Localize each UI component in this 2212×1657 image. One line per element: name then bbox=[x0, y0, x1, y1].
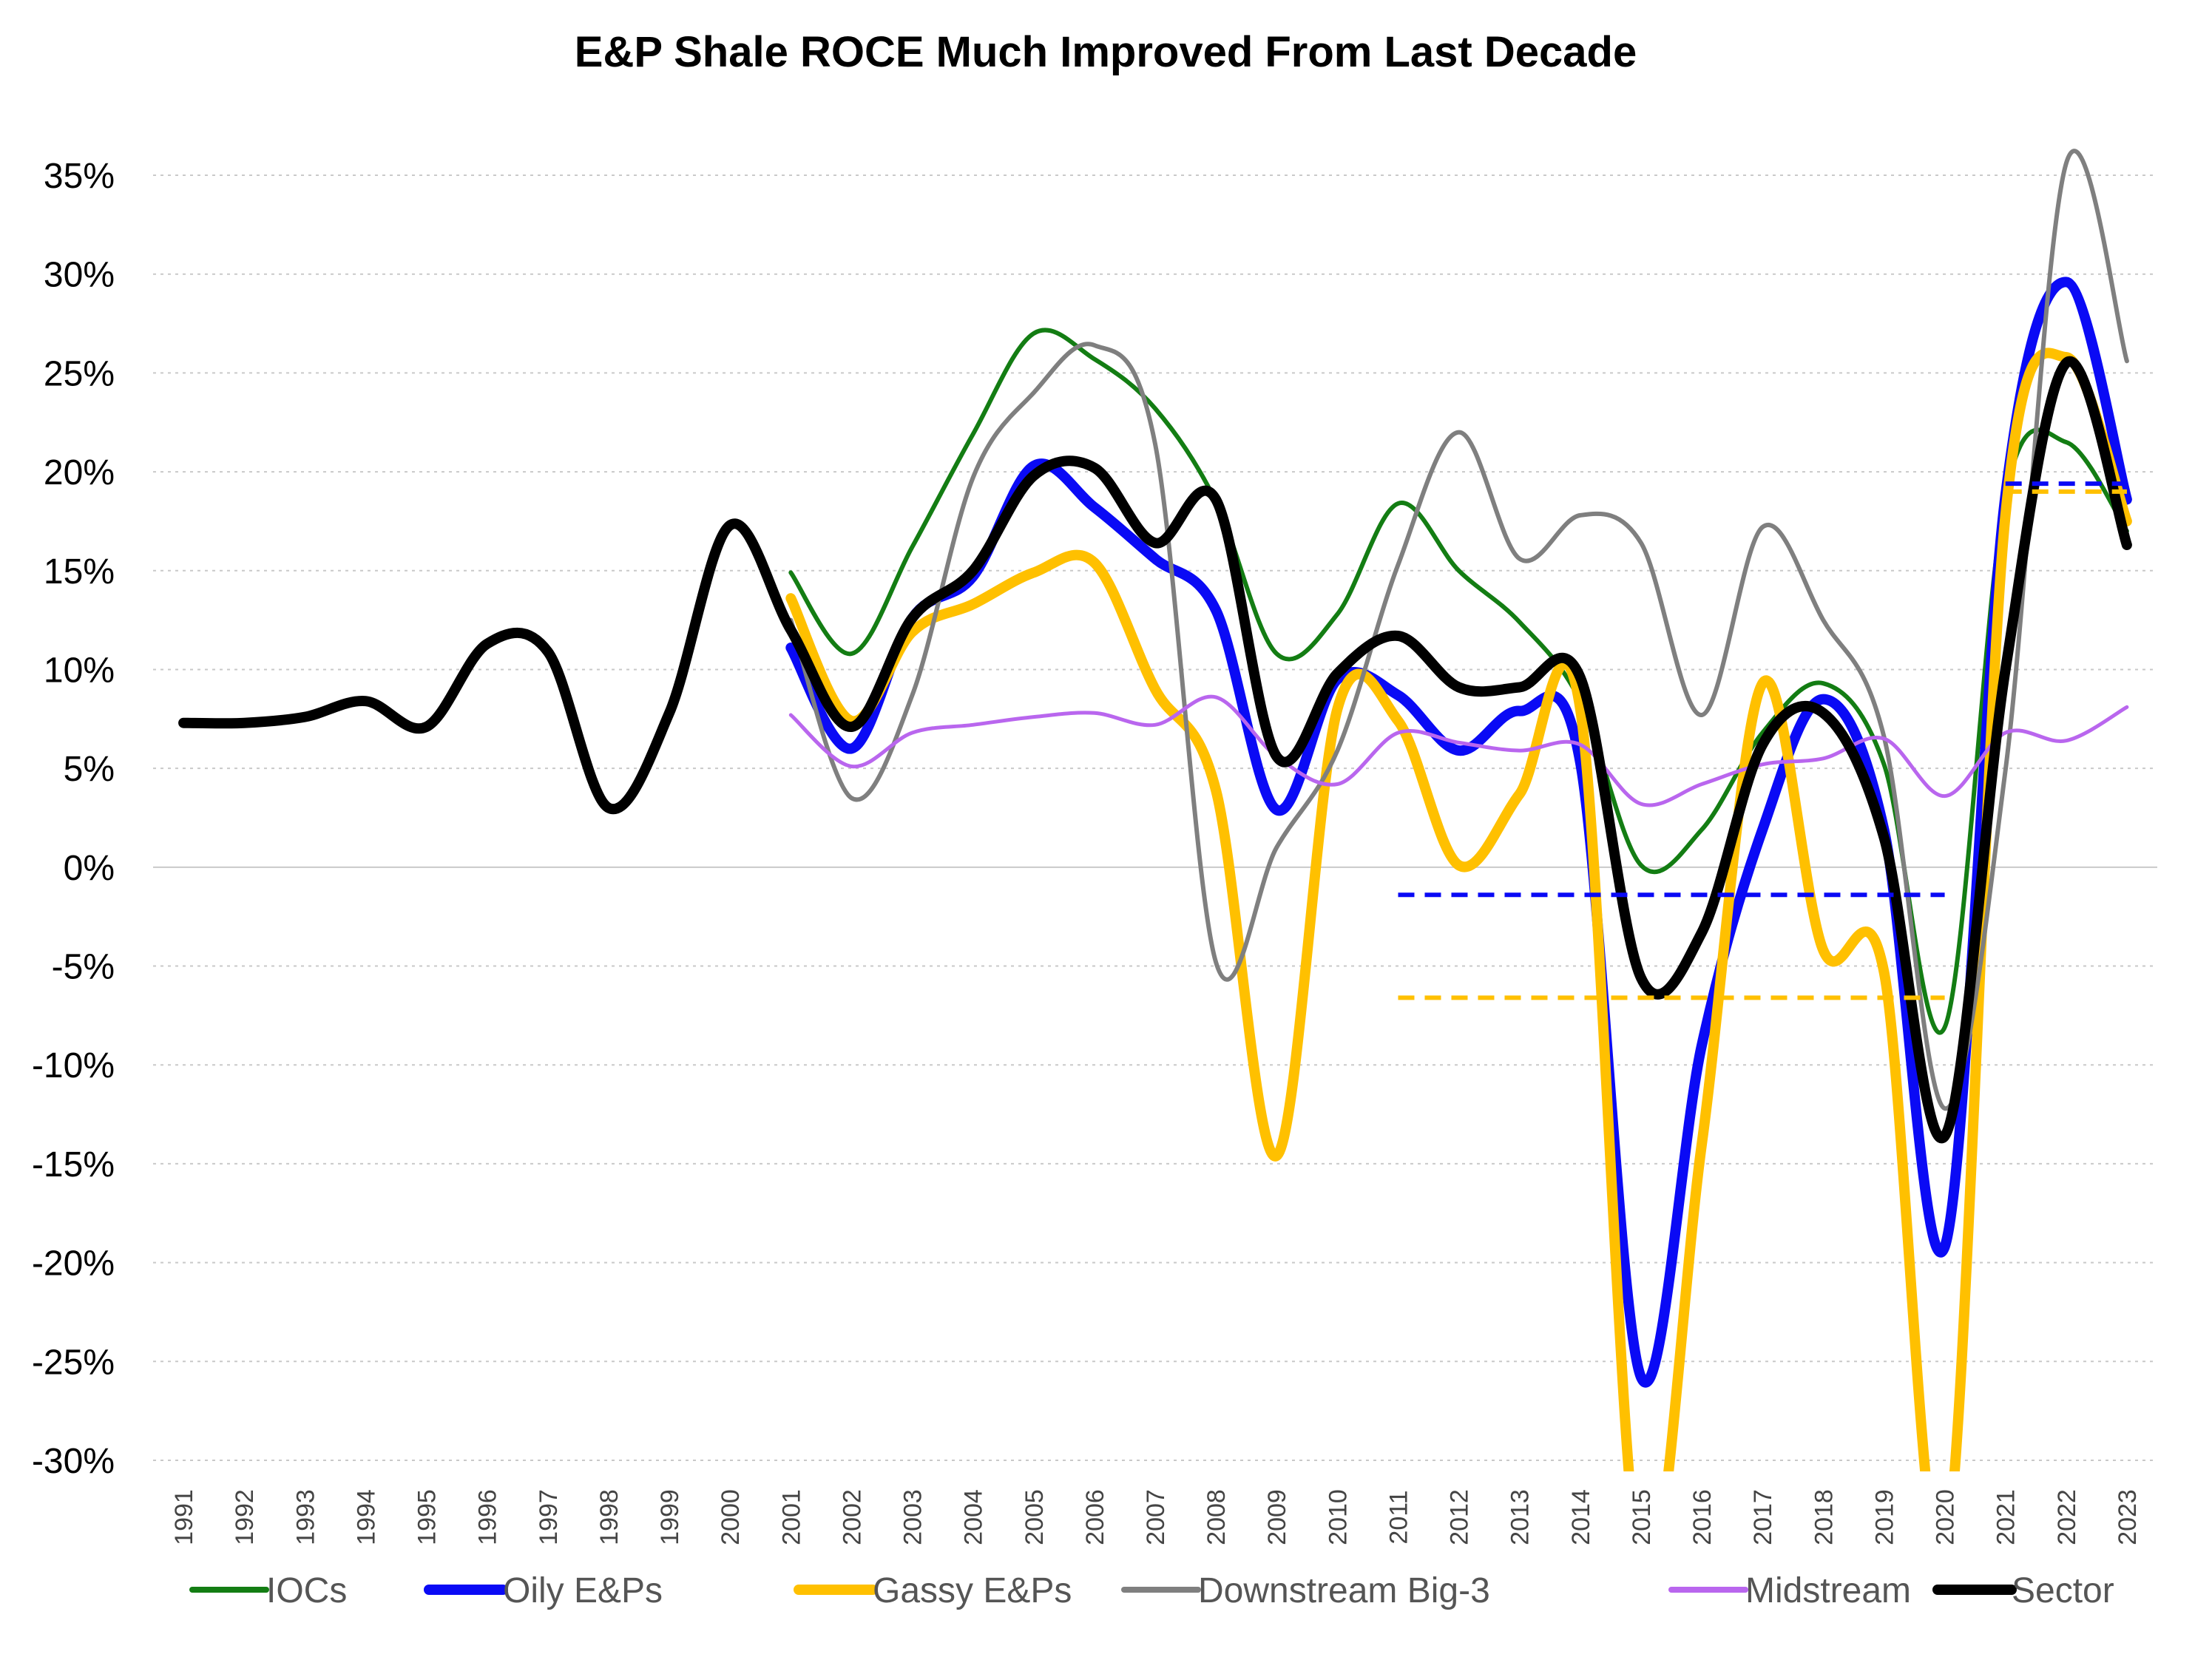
y-tick-label: 0% bbox=[64, 849, 115, 888]
y-tick-label: 30% bbox=[44, 256, 115, 295]
x-tick-label: 1998 bbox=[595, 1489, 623, 1545]
y-tick-label: -20% bbox=[32, 1244, 115, 1284]
x-tick-label: 1993 bbox=[291, 1489, 319, 1545]
x-tick-label: 1997 bbox=[535, 1489, 563, 1545]
x-tick-label: 2011 bbox=[1384, 1490, 1413, 1544]
y-tick-label: 5% bbox=[64, 750, 115, 789]
y-tick-label: 10% bbox=[44, 651, 115, 690]
x-tick-label: 2018 bbox=[1810, 1489, 1838, 1545]
x-tick-label: 2015 bbox=[1628, 1489, 1656, 1545]
x-tick-label: 2006 bbox=[1081, 1489, 1109, 1545]
series-line-sector bbox=[178, 356, 2132, 1144]
x-tick-label: 1991 bbox=[170, 1489, 198, 1545]
x-tick-label: 2016 bbox=[1688, 1489, 1717, 1545]
x-tick-label: 2019 bbox=[1870, 1489, 1898, 1545]
legend-label: Midstream bbox=[1745, 1571, 1911, 1610]
series-line-downstream-big-3 bbox=[788, 149, 2129, 1111]
x-tick-label: 1994 bbox=[352, 1489, 380, 1545]
x-tick-label: 2007 bbox=[1142, 1489, 1170, 1545]
y-tick-label: -25% bbox=[32, 1343, 115, 1382]
x-tick-label: 2012 bbox=[1446, 1489, 1474, 1545]
y-tick-label: 25% bbox=[44, 354, 115, 393]
y-tick-label: -15% bbox=[32, 1145, 115, 1185]
x-tick-label: 2005 bbox=[1021, 1489, 1049, 1545]
legend-label: Oily E&Ps bbox=[503, 1571, 663, 1610]
y-tick-label: -10% bbox=[32, 1046, 115, 1085]
legend-label: IOCs bbox=[266, 1571, 347, 1610]
series-line-midstream bbox=[788, 694, 2129, 807]
x-tick-label: 2009 bbox=[1263, 1489, 1291, 1545]
x-tick-label: 2003 bbox=[899, 1489, 927, 1545]
x-axis-ticks: 1991 1992 1993 1994 1995 1996 1997 1998 1999 2000… bbox=[170, 1489, 2142, 1545]
x-tick-label: 2020 bbox=[1932, 1489, 1960, 1545]
y-axis-ticks: 35% 30% 25% 20% 15% 10% 5% 0% -5% -10% -15% -20% -25… bbox=[32, 157, 115, 1481]
series-line-gassy-e-ps bbox=[785, 348, 2132, 1471]
x-tick-label: 2021 bbox=[1992, 1489, 2020, 1545]
x-tick-label: 2001 bbox=[777, 1489, 805, 1545]
x-tick-label: 1995 bbox=[413, 1489, 442, 1545]
x-tick-label: 2002 bbox=[838, 1489, 866, 1545]
x-tick-label: 2014 bbox=[1567, 1489, 1595, 1545]
legend-label: Sector bbox=[2012, 1571, 2114, 1610]
x-tick-label: 2013 bbox=[1506, 1489, 1535, 1545]
y-tick-label: -5% bbox=[52, 948, 115, 987]
x-tick-label: 2000 bbox=[717, 1489, 745, 1545]
x-tick-label: 1996 bbox=[474, 1489, 502, 1545]
y-tick-label: 35% bbox=[44, 157, 115, 196]
y-tick-label: 15% bbox=[44, 552, 115, 592]
x-tick-label: 2023 bbox=[2114, 1489, 2142, 1545]
legend: IOCs Oily E&Ps Gassy E&Ps Downstream Big-3 M… bbox=[189, 1571, 2114, 1610]
x-tick-label: 1999 bbox=[656, 1489, 684, 1545]
x-tick-label: 2004 bbox=[960, 1489, 988, 1545]
y-tick-label: 20% bbox=[44, 453, 115, 492]
x-tick-label: 2010 bbox=[1324, 1489, 1352, 1545]
series-line-oily-e-ps bbox=[785, 277, 2132, 1388]
x-tick-label: 2017 bbox=[1749, 1489, 1777, 1545]
series-line-iocs bbox=[788, 328, 2129, 1035]
x-tick-label: 1992 bbox=[231, 1489, 259, 1545]
x-tick-label: 2022 bbox=[2053, 1489, 2081, 1545]
x-tick-label: 2008 bbox=[1203, 1489, 1231, 1545]
legend-label: Gassy E&Ps bbox=[873, 1571, 1072, 1610]
y-tick-label: -30% bbox=[32, 1442, 115, 1481]
reference-lines bbox=[1398, 481, 2127, 1000]
grid-layer bbox=[153, 174, 2157, 1461]
legend-label: Downstream Big-3 bbox=[1198, 1571, 1490, 1610]
series-layer bbox=[178, 149, 2132, 1471]
chart-title: E&P Shale ROCE Much Improved From Last D… bbox=[575, 28, 1637, 76]
